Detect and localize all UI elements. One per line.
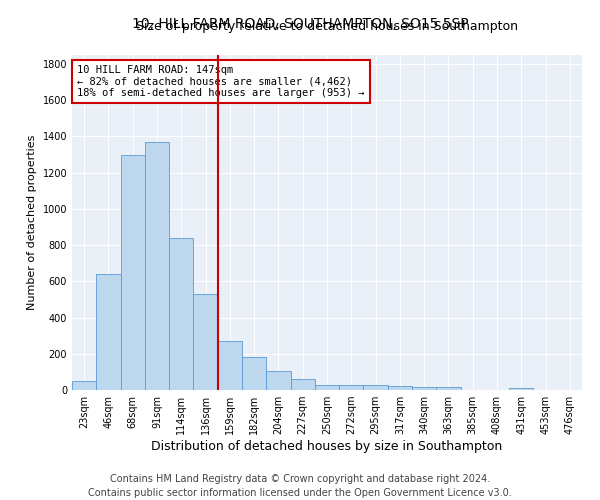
Y-axis label: Number of detached properties: Number of detached properties (27, 135, 37, 310)
Bar (218, 341, 242, 390)
Bar (509, 388, 533, 390)
Bar (364, 386, 388, 390)
Text: Contains HM Land Registry data © Crown copyright and database right 2024.
Contai: Contains HM Land Registry data © Crown c… (88, 474, 512, 498)
X-axis label: Distribution of detached houses by size in Southampton: Distribution of detached houses by size … (151, 440, 503, 453)
Bar (72, 381, 96, 390)
Bar (96, 274, 121, 390)
Bar (412, 388, 436, 390)
Bar (315, 384, 339, 390)
Bar (121, 154, 145, 390)
Bar (145, 142, 169, 390)
Bar (388, 386, 412, 390)
Bar (290, 379, 315, 390)
Bar (193, 294, 218, 390)
Text: 10 HILL FARM ROAD: 147sqm
← 82% of detached houses are smaller (4,462)
18% of se: 10 HILL FARM ROAD: 147sqm ← 82% of detac… (77, 65, 365, 98)
Bar (339, 384, 364, 390)
Title: Size of property relative to detached houses in Southampton: Size of property relative to detached ho… (136, 20, 518, 33)
Bar (169, 238, 193, 390)
Bar (436, 388, 461, 390)
Bar (242, 356, 266, 390)
Bar (266, 371, 290, 390)
Text: 10, HILL FARM ROAD, SOUTHAMPTON, SO15 5SP: 10, HILL FARM ROAD, SOUTHAMPTON, SO15 5S… (131, 18, 469, 32)
